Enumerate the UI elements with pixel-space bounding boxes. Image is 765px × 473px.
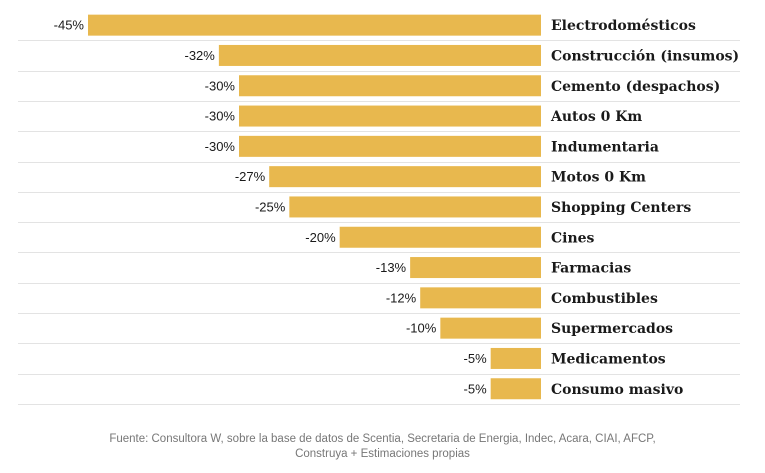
bar-chart: -45% Electrodomésticos -32% Construcción (i… [18,14,740,405]
category-label: Combustibles [551,291,658,307]
grid-lines [18,40,740,405]
source-line-2: Construya + Estimaciones propias [295,448,470,460]
category-label: Cines [551,230,595,246]
source-note: Fuente: Consultora W, sobre la base de d… [0,432,765,462]
category-label: Supermercados [551,321,673,337]
bar [88,14,541,36]
category-label: Indumentaria [551,139,659,155]
bar [490,378,541,400]
category-label: Electrodomésticos [551,18,696,34]
category-label: Motos 0 Km [551,170,646,186]
bar [239,105,541,127]
category-label: Shopping Centers [551,200,691,216]
category-label: Construcción (insumos) [551,48,739,64]
category-label: Consumo masivo [551,382,683,398]
bar [410,257,541,279]
value-label: -45% [54,18,85,33]
value-label: -30% [205,78,236,93]
bar [269,166,541,188]
labels: -45% Electrodomésticos -32% Construcción (i… [54,18,740,398]
bars [88,14,541,400]
value-label: -25% [255,199,286,214]
bar [239,135,541,157]
category-label: Farmacias [551,261,631,277]
value-label: -20% [305,230,336,245]
value-label: -32% [185,48,216,63]
value-label: -30% [205,139,236,154]
bar [218,44,541,66]
bar [420,287,541,309]
value-label: -13% [376,260,407,275]
bar [440,317,541,339]
value-label: -10% [406,321,437,336]
bar [239,75,541,97]
bar [490,347,541,369]
value-label: -5% [464,381,488,396]
value-label: -30% [205,109,236,124]
category-label: Cemento (despachos) [551,79,720,95]
category-label: Medicamentos [551,351,666,367]
value-label: -12% [386,290,417,305]
category-label: Autos 0 Km [550,109,642,125]
bar [289,196,541,218]
value-label: -27% [235,169,266,184]
source-line-1: Fuente: Consultora W, sobre la base de d… [109,433,656,445]
value-label: -5% [464,351,488,366]
bar [339,226,541,248]
